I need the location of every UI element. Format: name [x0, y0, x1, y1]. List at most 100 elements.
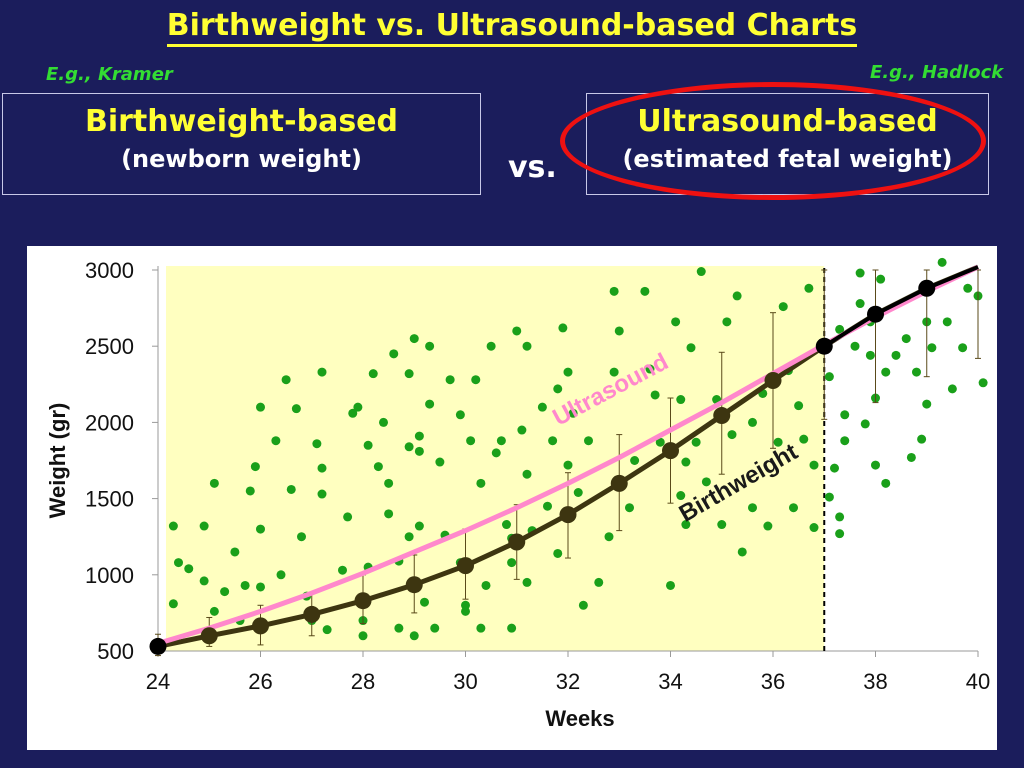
scatter-point — [537, 402, 547, 412]
scatter-point — [209, 478, 219, 488]
scatter-point — [906, 452, 916, 462]
scatter-point — [548, 436, 558, 446]
scatter-point — [835, 512, 845, 522]
y-tick-label: 500 — [97, 639, 134, 664]
scatter-point — [686, 343, 696, 353]
scatter-point — [512, 326, 522, 336]
scatter-point — [409, 334, 419, 344]
scatter-point — [461, 606, 470, 616]
scatter-point — [824, 372, 834, 382]
scatter-point — [522, 577, 532, 587]
scatter-point — [394, 623, 404, 633]
birthweight-marker — [764, 371, 782, 389]
scatter-point — [804, 283, 814, 293]
birthweight-marker — [662, 442, 679, 460]
scatter-point — [420, 597, 429, 607]
scatter-point — [655, 437, 665, 447]
scatter-point — [271, 436, 281, 446]
scatter-point — [563, 460, 573, 470]
x-tick-label: 36 — [761, 669, 785, 694]
x-tick-label: 40 — [966, 669, 990, 694]
scatter-point — [445, 375, 455, 385]
scatter-point — [220, 587, 230, 597]
scatter-point — [414, 431, 424, 441]
birthweight-marker — [405, 576, 423, 594]
scatter-point — [435, 457, 445, 467]
scatter-point — [717, 520, 727, 530]
scatter-point — [568, 408, 578, 418]
scatter-point — [363, 440, 373, 450]
scatter-point — [789, 503, 798, 513]
scatter-point — [722, 317, 732, 327]
scatter-point — [291, 404, 301, 414]
slide-title: Birthweight vs. Ultrasound-based Charts — [0, 8, 1024, 47]
scatter-point — [573, 488, 583, 498]
scatter-point — [240, 580, 250, 590]
scatter-point — [947, 384, 957, 394]
scatter-point — [917, 434, 927, 444]
scatter-point — [409, 631, 419, 641]
scatter-point — [317, 367, 327, 377]
example-kramer: E.g., Kramer — [46, 64, 173, 85]
birthweight-marker — [354, 592, 372, 610]
scatter-point — [727, 430, 737, 440]
scatter-point — [353, 402, 363, 412]
scatter-point — [732, 291, 742, 301]
scatter-point — [297, 532, 306, 542]
scatter-point — [563, 367, 573, 377]
scatter-point — [168, 599, 178, 609]
scatter-point — [553, 548, 563, 558]
scatter-point — [963, 283, 973, 293]
scatter-point — [174, 558, 183, 568]
scatter-point — [850, 341, 860, 351]
scatter-point — [650, 390, 660, 400]
scatter-point — [578, 600, 588, 610]
birthweight-marker — [303, 605, 321, 623]
scatter-point — [609, 286, 619, 296]
scatter-point — [517, 425, 527, 435]
birthweight-marker — [508, 533, 526, 551]
scatter-point — [604, 532, 614, 542]
scatter-point — [343, 512, 353, 522]
birthweight-marker — [815, 337, 833, 355]
scatter-point — [860, 419, 870, 429]
scatter-point — [676, 395, 686, 405]
vs-label: vs. — [508, 150, 557, 185]
scatter-point — [507, 623, 517, 633]
scatter-point — [676, 491, 686, 501]
scatter-point — [502, 520, 511, 530]
scatter-point — [543, 501, 552, 511]
scatter-point — [666, 580, 675, 590]
birthweight-based-heading: Birthweight-based — [84, 104, 398, 139]
scatter-point — [594, 577, 604, 587]
scatter-point — [799, 434, 809, 444]
scatter-point — [625, 503, 634, 513]
scatter-point — [835, 324, 845, 334]
scatter-point — [317, 489, 327, 499]
example-hadlock: E.g., Hadlock — [870, 62, 1004, 83]
scatter-point — [476, 478, 486, 488]
scatter-point — [389, 349, 399, 359]
scatter-point — [855, 268, 865, 278]
x-tick-label: 24 — [146, 669, 170, 694]
scatter-point — [630, 456, 640, 465]
scatter-point — [794, 401, 804, 411]
scatter-point — [358, 631, 368, 641]
scatter-point — [614, 326, 624, 336]
y-axis-label: Weight (gr) — [45, 403, 70, 519]
chart-panel: 500 1000 1500 2000 2500 3000 24 26 28 30 32 34 36 38 4… — [27, 246, 997, 750]
scatter-point — [471, 375, 481, 385]
scatter-point — [840, 410, 850, 420]
scatter-point — [466, 436, 476, 446]
scatter-point — [404, 532, 414, 542]
scatter-point — [373, 462, 383, 472]
scatter-point — [840, 436, 850, 446]
scatter-point — [384, 478, 394, 488]
scatter-point — [507, 558, 517, 568]
birthweight-marker — [918, 279, 936, 297]
scatter-point — [958, 343, 968, 353]
y-tick-label: 3000 — [85, 258, 134, 283]
scatter-point — [199, 521, 209, 531]
shaded-region — [166, 266, 825, 651]
scatter-point — [250, 462, 260, 472]
